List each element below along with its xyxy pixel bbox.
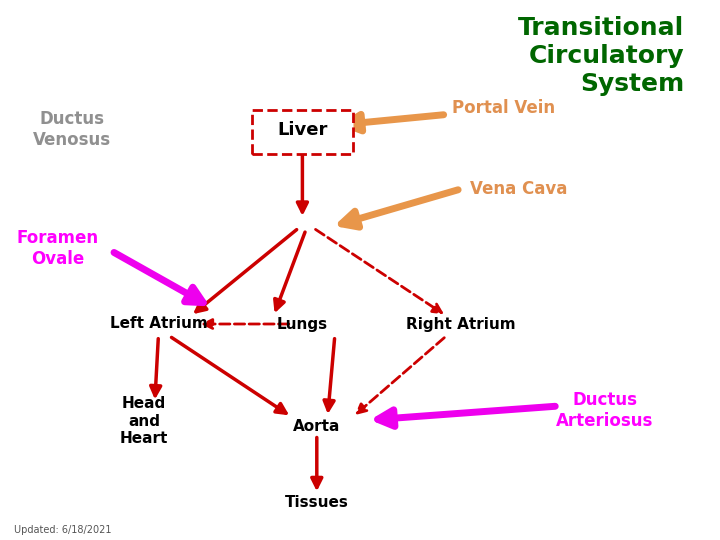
Text: Transitional
Circulatory
System: Transitional Circulatory System — [518, 16, 684, 96]
Text: Updated: 6/18/2021: Updated: 6/18/2021 — [14, 524, 112, 535]
Text: Lungs: Lungs — [276, 316, 328, 332]
Text: Aorta: Aorta — [293, 419, 341, 434]
Text: Ductus
Venosus: Ductus Venosus — [33, 110, 111, 149]
Text: Foramen
Ovale: Foramen Ovale — [17, 229, 99, 268]
Text: Left Atrium: Left Atrium — [109, 316, 207, 332]
Text: Portal Vein: Portal Vein — [452, 99, 556, 117]
Text: Ductus
Arteriosus: Ductus Arteriosus — [556, 391, 654, 430]
FancyBboxPatch shape — [252, 110, 353, 154]
Text: Liver: Liver — [277, 120, 328, 139]
Text: Vena Cava: Vena Cava — [469, 180, 567, 198]
Text: Right Atrium: Right Atrium — [406, 316, 516, 332]
Text: Head
and
Heart: Head and Heart — [120, 396, 168, 446]
Text: Tissues: Tissues — [285, 495, 348, 510]
